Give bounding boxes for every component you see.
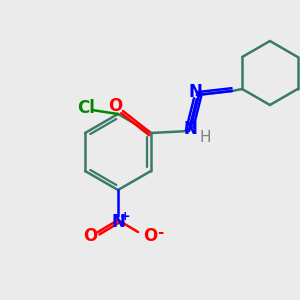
Text: O: O (83, 227, 97, 245)
Text: N: N (184, 120, 198, 138)
Text: H: H (199, 130, 211, 145)
Text: O: O (143, 227, 157, 245)
Text: N: N (189, 83, 203, 101)
Text: +: + (120, 211, 130, 224)
Text: N: N (111, 213, 125, 231)
Text: Cl: Cl (77, 99, 95, 117)
Text: O: O (108, 97, 122, 115)
Text: -: - (157, 224, 163, 239)
